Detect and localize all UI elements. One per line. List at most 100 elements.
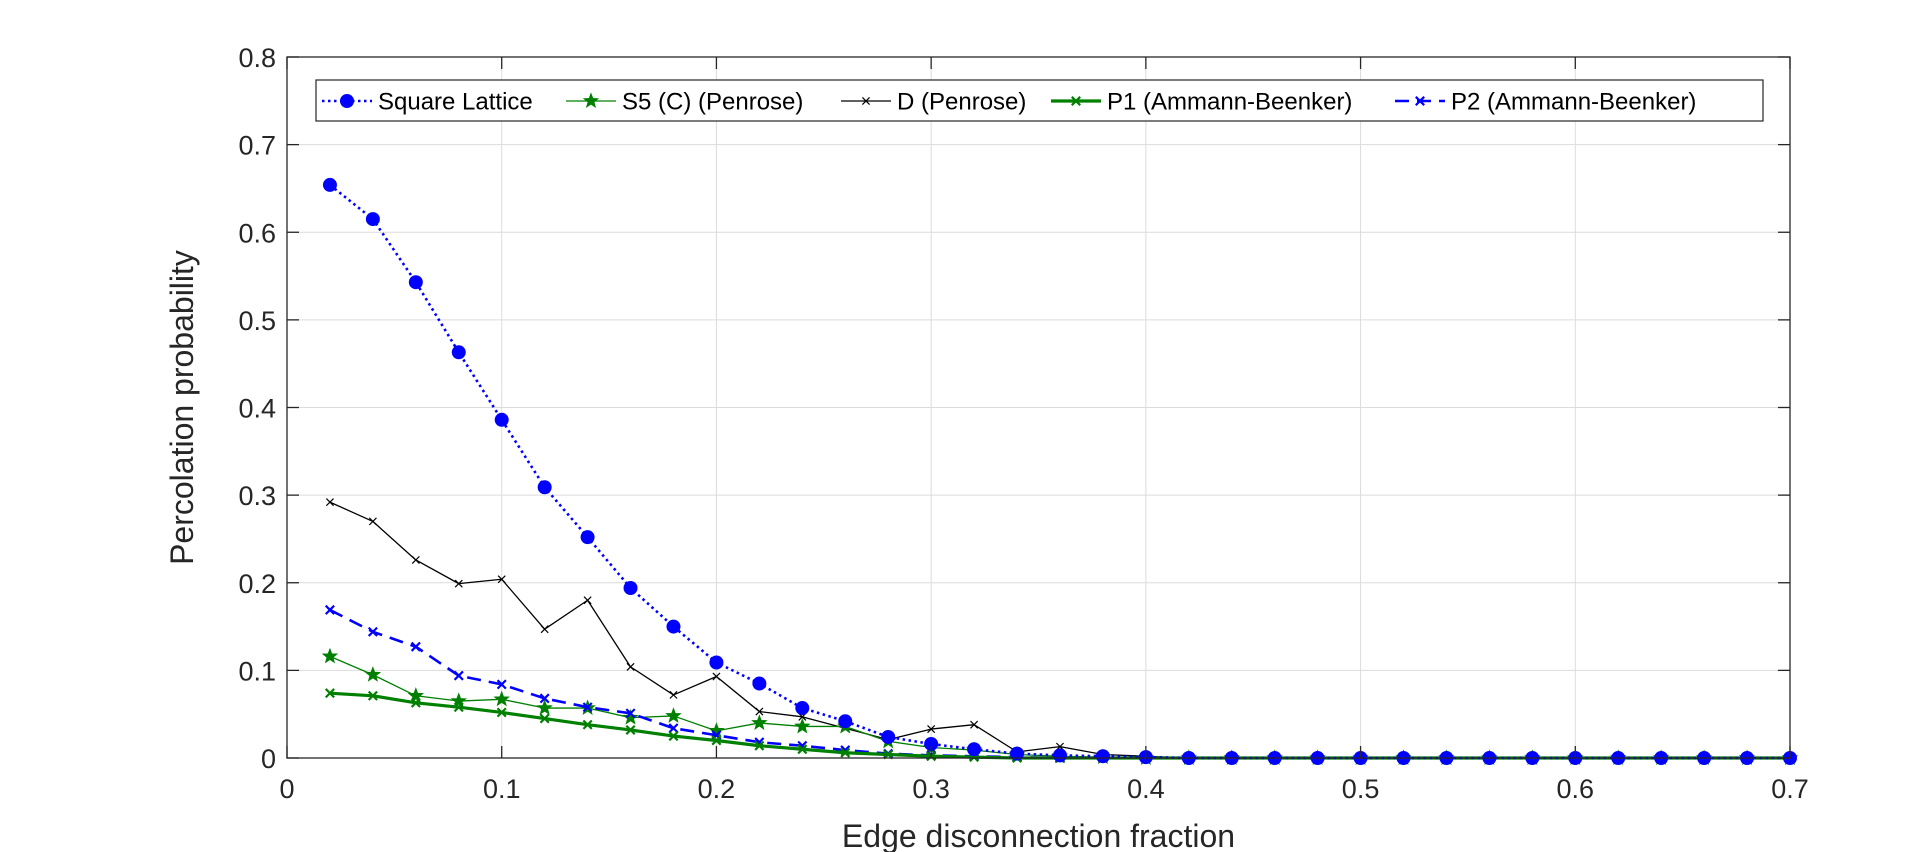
data-point	[622, 709, 639, 725]
x-axis-title: Edge disconnection fraction	[842, 818, 1235, 852]
legend: Square Lattice S5 (C) (Penrose) D (Penrose…	[315, 79, 1764, 122]
data-point	[665, 707, 682, 723]
data-point	[755, 707, 764, 716]
data-point	[497, 575, 506, 584]
legend-entry: Square Lattice	[322, 89, 533, 116]
data-point	[623, 581, 638, 596]
x-tick-label: 0.4	[1127, 774, 1165, 804]
data-point	[367, 626, 378, 637]
data-point	[539, 713, 550, 724]
data-point	[407, 687, 425, 703]
data-point	[797, 744, 808, 755]
data-point	[340, 94, 354, 108]
data-point	[927, 725, 936, 734]
data-point	[410, 641, 421, 652]
legend-entry: S5 (C) (Penrose)	[566, 89, 803, 116]
y-tick-label: 0.8	[238, 43, 276, 73]
legend-box	[315, 79, 1764, 122]
data-point	[583, 596, 592, 605]
data-point	[322, 177, 337, 192]
data-point	[540, 625, 549, 634]
legend-label: P1 (Ammann-Beenker)	[1107, 89, 1352, 116]
x-tick-label: 0.5	[1342, 774, 1380, 804]
data-point	[668, 731, 679, 742]
data-point	[712, 672, 721, 681]
x-tick-label: 0.1	[483, 774, 521, 804]
data-point	[321, 647, 339, 664]
data-point	[626, 662, 635, 671]
legend-label: S5 (C) (Penrose)	[622, 89, 803, 116]
data-point	[881, 729, 896, 744]
data-point	[752, 676, 767, 691]
data-point	[325, 498, 334, 507]
data-point	[453, 702, 464, 713]
data-point	[539, 693, 550, 704]
data-point	[580, 530, 595, 545]
y-tick-label: 0.7	[238, 131, 276, 161]
y-tick-label: 0.2	[238, 569, 276, 599]
data-point	[754, 740, 765, 751]
data-point	[861, 96, 871, 106]
y-tick-label: 0.5	[238, 306, 276, 336]
data-point	[838, 714, 853, 729]
y-tick-label: 0.1	[238, 656, 276, 686]
data-point	[625, 708, 636, 719]
data-point	[367, 690, 378, 701]
data-point	[625, 724, 636, 735]
data-point	[970, 720, 979, 729]
data-point	[450, 692, 467, 709]
legend-entry: D (Penrose)	[841, 89, 1026, 116]
data-point	[1052, 748, 1067, 763]
data-point	[493, 690, 510, 707]
data-point	[536, 699, 553, 716]
y-tick-label: 0.6	[238, 218, 276, 248]
x-tick-label: 0.7	[1771, 774, 1809, 804]
x-tick-label: 0.6	[1557, 774, 1595, 804]
legend-entry: P2 (Ammann-Beenker)	[1395, 89, 1696, 116]
x-tick-label: 0.3	[912, 774, 950, 804]
data-point	[794, 717, 811, 734]
y-tick-label: 0.3	[238, 481, 276, 511]
data-point	[883, 749, 894, 760]
data-point	[751, 714, 768, 730]
data-point	[709, 655, 724, 670]
data-point	[582, 92, 600, 108]
legend-entry: P1 (Ammann-Beenker)	[1051, 89, 1352, 116]
data-point	[494, 412, 509, 427]
data-point	[582, 719, 593, 730]
grid	[287, 57, 1790, 758]
y-tick-label: 0	[261, 744, 276, 774]
data-point	[1095, 749, 1110, 764]
legend-label: D (Penrose)	[897, 89, 1026, 116]
data-point	[451, 345, 466, 360]
data-point	[324, 688, 335, 699]
x-tick-label: 0	[279, 774, 294, 804]
data-point	[1071, 96, 1081, 106]
data-point	[967, 742, 982, 757]
data-point	[408, 275, 423, 290]
data-point	[364, 666, 382, 682]
data-point	[454, 579, 463, 588]
x-tick-label: 0.2	[698, 774, 736, 804]
data-point	[1010, 746, 1025, 761]
data-point	[496, 679, 507, 690]
data-point	[795, 701, 810, 716]
data-point	[669, 690, 678, 699]
data-point	[324, 604, 335, 615]
data-point	[368, 517, 377, 526]
data-point	[668, 723, 679, 734]
axis-ticks: 0 0.1 0.2 0.3 0.4 0.5 0.6 0.7 0 0.1 0.2 0.3 0.4 0.5 0.…	[238, 43, 1808, 804]
y-axis-title: Percolation probability	[164, 250, 200, 565]
data-point	[453, 670, 464, 681]
data-point	[840, 747, 851, 758]
legend-label: P2 (Ammann-Beenker)	[1451, 89, 1696, 116]
data-point	[711, 735, 722, 746]
data-point	[411, 555, 420, 564]
data-point	[365, 212, 380, 227]
data-point	[410, 697, 421, 708]
data-point	[537, 480, 552, 495]
data-point	[666, 619, 681, 634]
y-tick-label: 0.4	[238, 394, 276, 424]
data-point	[582, 702, 593, 713]
